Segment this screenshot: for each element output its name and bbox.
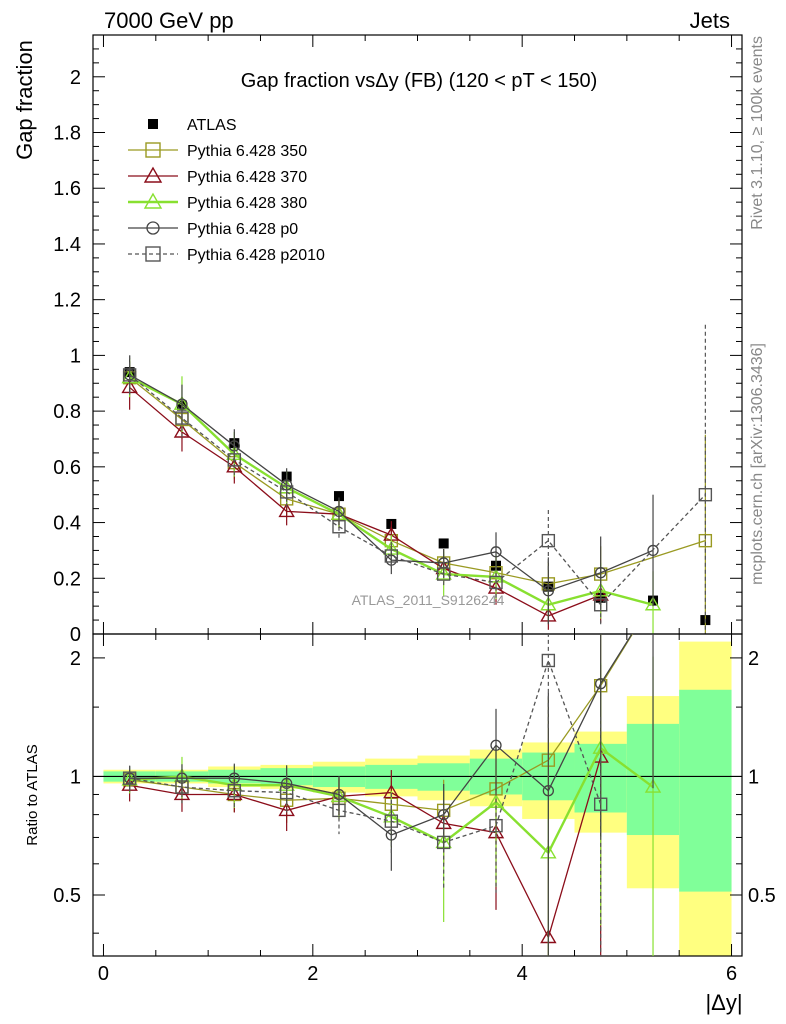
ratio-point-pythia-p2010: [175, 780, 189, 794]
analysis-watermark: ATLAS_2011_S9126244: [352, 592, 505, 608]
y-tick-label: 1.4: [53, 234, 81, 256]
point-pythia-p2010: [122, 368, 137, 382]
y-tick-label: 1.2: [53, 290, 81, 312]
process-label: Jets: [690, 8, 730, 33]
ratio-point-pythia-p0: [595, 678, 607, 690]
point-pythia-p2010: [593, 598, 608, 612]
x-axis-label: |Δy|: [705, 990, 742, 1015]
legend-marker-pythia-350: [145, 142, 161, 158]
point-pythia-p2010: [384, 549, 399, 563]
point-pythia-p0: [490, 546, 502, 558]
ratio-line-pythia-370: [129, 756, 602, 940]
ratio-y-tick-label: 1: [70, 766, 81, 788]
point-pythia-p2010: [332, 520, 346, 534]
ratio-panel: 0 2 4 6 0.5 0.5 1 1 2 2: [53, 633, 776, 985]
legend-marker-pythia-380: [143, 192, 163, 209]
energy-label: 7000 GeV pp: [104, 8, 234, 33]
ratio-point-pythia-p2010: [541, 653, 556, 668]
legend-label-pythia-380: Pythia 6.428 380: [187, 195, 307, 212]
ratio-y-tick-label: 1: [748, 766, 759, 788]
x-tick-label: 6: [726, 963, 737, 985]
ratio-point-pythia-p0: [542, 785, 554, 797]
x-tick-label: 0: [98, 963, 109, 985]
x-tick-label: 2: [307, 963, 318, 985]
point-pythia-370: [278, 503, 295, 518]
ratio-y-tick-label: 2: [70, 648, 81, 670]
ratio-point-pythia-p2010: [436, 835, 451, 850]
ratio-point-pythia-p2010: [122, 771, 137, 785]
plot-title: Gap fraction vsΔy (FB) (120 < pT < 150): [241, 70, 597, 92]
point-pythia-p0: [595, 567, 607, 579]
ratio-y-tick-label: 2: [748, 648, 759, 670]
ratio-point-pythia-p2010: [227, 784, 242, 798]
y-axis-label: Gap fraction: [12, 40, 37, 160]
point-pythia-350: [698, 533, 713, 548]
mcplots-label: mcplots.cern.ch [arXiv:1306.3436]: [749, 343, 766, 585]
legend-label-pythia-p0: Pythia 6.428 p0: [187, 221, 298, 238]
point-pythia-p2010: [698, 487, 713, 502]
ratio-y-tick-label: 0.5: [748, 885, 776, 907]
ratio-line-pythia-p2010: [129, 658, 602, 844]
y-tick-label: 2: [70, 67, 81, 89]
y-tick-label: 0.4: [53, 513, 81, 535]
ratio-y-axis-label: Ratio to ATLAS: [24, 744, 41, 845]
point-pythia-p2010: [541, 533, 556, 548]
point-pythia-p2010: [489, 575, 503, 590]
main-line-pythia-370: [129, 386, 601, 617]
y-tick-label: 1: [70, 345, 81, 367]
y-tick-label: 0.8: [53, 401, 81, 423]
point-pythia-p2010: [436, 567, 451, 581]
legend-label-pythia-350: Pythia 6.428 350: [187, 143, 307, 160]
y-tick-label: 0.2: [53, 568, 81, 590]
point-pythia-p0: [542, 585, 554, 597]
legend: ATLAS Pythia 6.428 350 Pythia 6.428 370 Pyt…: [128, 117, 325, 264]
y-tick-label: 0: [70, 624, 81, 646]
rivet-version-label: Rivet 3.1.10, ≥ 100k events: [749, 36, 766, 230]
legend-marker-atlas: [148, 119, 158, 129]
legend-label-atlas: ATLAS: [187, 117, 237, 134]
point-pythia-380: [435, 565, 452, 580]
point-atlas: [333, 491, 344, 502]
ratio-point-pythia-p2010: [593, 797, 608, 811]
legend-label-pythia-370: Pythia 6.428 370: [187, 169, 307, 186]
legend-marker-pythia-370: [143, 166, 163, 183]
legend-marker-pythia-p2010: [145, 246, 161, 262]
point-pythia-380: [644, 596, 662, 611]
legend-marker-pythia-p0: [146, 221, 160, 235]
point-pythia-p2010: [279, 485, 294, 499]
y-tick-label: 1.8: [53, 123, 81, 145]
main-panel: 0 0.2 0.4 0.6 0.8 1 1.2 1.4 1.6 1.8 2: [53, 34, 743, 646]
ratio-point-pythia-380: [644, 778, 662, 793]
ratio-y-tick-label: 0.5: [53, 885, 81, 907]
ratio-point-pythia-370: [278, 802, 295, 817]
main-series-layer: [121, 324, 713, 634]
ratio-band-green: [679, 689, 732, 892]
main-line-pythia-p2010: [129, 374, 706, 606]
ratio-point-pythia-p0: [490, 739, 502, 751]
point-pythia-p0: [647, 544, 659, 557]
y-tick-label: 1.6: [53, 178, 81, 200]
legend-label-pythia-p2010: Pythia 6.428 p2010: [187, 247, 325, 264]
ratio-point-pythia-p2010: [332, 803, 346, 818]
point-pythia-p2010: [175, 411, 189, 425]
ratio-point-pythia-p2010: [279, 785, 294, 800]
point-atlas: [438, 538, 449, 549]
x-tick-label: 4: [517, 963, 528, 985]
ratio-series-layer: [121, 634, 662, 956]
point-pythia-p2010: [227, 453, 242, 467]
main-line-pythia-350: [129, 377, 706, 585]
ratio-point-pythia-p2010: [489, 818, 503, 833]
ratio-point-pythia-p2010: [384, 814, 399, 828]
y-tick-label: 0.6: [53, 457, 81, 479]
